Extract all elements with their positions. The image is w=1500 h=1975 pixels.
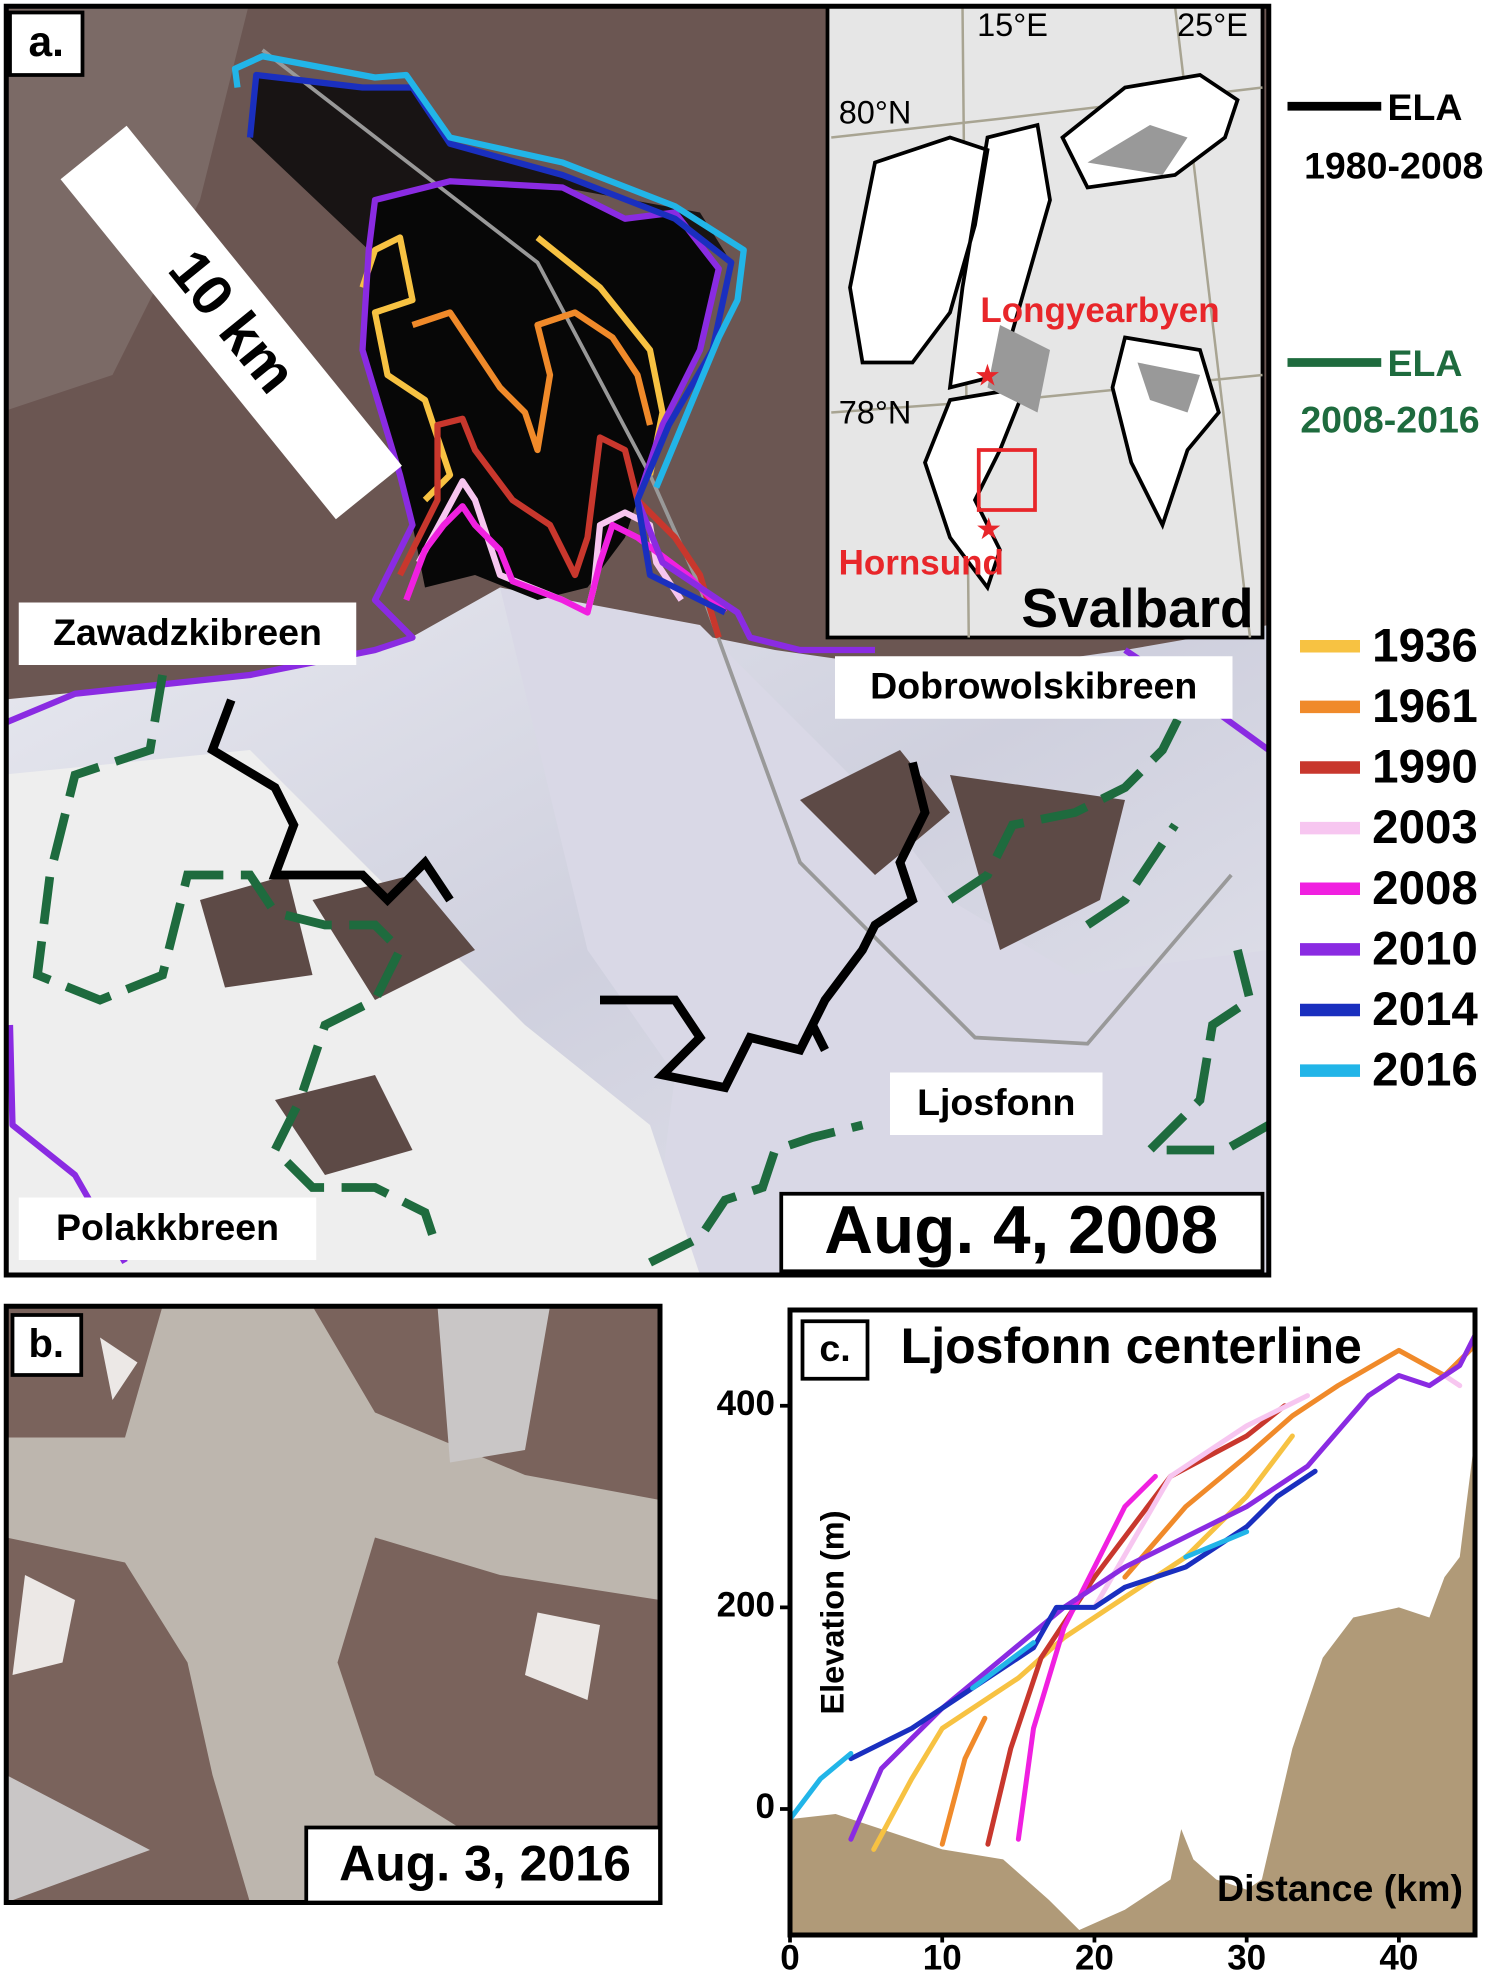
glacier-outline [246, 71, 735, 616]
ela-legend: ELA 1980-2008 ELA 2008-2016 [1287, 86, 1483, 440]
x-tick-label: 40 [1379, 1938, 1418, 1975]
panel-label-box [10, 1313, 84, 1377]
legend-label: 2010 [1372, 922, 1478, 975]
legend-label: ELA [1388, 86, 1463, 128]
centerline [261, 48, 1233, 1046]
series-line [939, 1342, 1475, 1847]
x-axis-label: Distance (km) [1217, 1867, 1463, 1909]
snow [12, 1337, 600, 1700]
place-label: Polakkbreen [56, 1206, 279, 1248]
label-box [18, 1197, 317, 1260]
series-line [848, 1468, 1318, 1762]
y-axis-label: Elevation (m) [815, 1510, 851, 1714]
legend-label: 2016 [1372, 1044, 1478, 1097]
y-tick-label: 200 [717, 1586, 775, 1625]
series-line [790, 1529, 1250, 1822]
panel-label: a. [29, 19, 64, 66]
label-box [890, 1072, 1103, 1135]
glacier-outline [403, 503, 728, 616]
legend-label: 2003 [1372, 801, 1478, 854]
plot-area [790, 1332, 1475, 1935]
x-tick-label: 30 [1227, 1938, 1266, 1975]
series-line [985, 1403, 1288, 1847]
place-label: Dobrowolskibreen [870, 665, 1197, 707]
town-label: Hornsund [839, 543, 1004, 582]
y-tick-label: 400 [717, 1384, 775, 1423]
legend-period: 1980-2008 [1304, 145, 1483, 187]
legend-label: 2014 [1372, 983, 1478, 1036]
study-area [976, 448, 1037, 512]
town-label: Longyearbyen [980, 291, 1219, 330]
label-box [835, 656, 1233, 719]
glacier-outline [411, 309, 654, 454]
ela-line [32, 661, 1269, 1267]
latitude-label: 78°N [839, 395, 912, 431]
inset-map: ★ ★ 15°E 25°E 80°N 78°N Longyearbyen Hor… [825, 6, 1265, 640]
rock-outcrop [200, 750, 1125, 1175]
town-star: ★ [974, 359, 1001, 392]
panel-frame [3, 3, 1272, 1278]
ice-cap [987, 125, 1200, 413]
legend-label: 1936 [1372, 619, 1478, 672]
legend-label: 1990 [1372, 741, 1478, 794]
place-label: Zawadzkibreen [53, 611, 322, 653]
x-tick-label: 10 [923, 1938, 962, 1975]
label-box [18, 602, 357, 665]
chart-title: Ljosfonn centerline [901, 1318, 1362, 1374]
panel-label-box [8, 10, 85, 77]
legend-period: 2008-2016 [1300, 398, 1479, 440]
longitude-label: 15°E [977, 7, 1048, 43]
town-star: ★ [975, 513, 1002, 546]
glacier [6, 1306, 550, 1903]
date-box [304, 1825, 662, 1905]
axes: 0 200 400 0 10 20 30 40 [717, 1384, 1419, 1975]
panel-label: b. [28, 1322, 64, 1366]
panel-label-box [800, 1319, 870, 1381]
year-legend: 1936 1961 1990 2003 2008 2010 2014 2016 [1300, 619, 1478, 1097]
plot-frame [787, 1307, 1478, 1938]
map-panel: 10 km Zawadzkibreen Dobrowolskibreen Ljo… [6, 6, 1269, 1275]
place-label: Ljosfonn [917, 1081, 1075, 1123]
legend-label: 1961 [1372, 680, 1478, 733]
series-line [1092, 1373, 1463, 1610]
ela-line [207, 698, 930, 1093]
longitude-label: 25°E [1177, 7, 1248, 43]
bed-area [790, 1436, 1475, 1935]
series-line [871, 1433, 1295, 1852]
date-label: Aug. 3, 2016 [339, 1836, 631, 1892]
date-label: Aug. 4, 2008 [824, 1193, 1218, 1268]
latitude-label: 80°N [839, 95, 912, 131]
scale-bar-box [60, 125, 402, 520]
glacier [6, 1306, 660, 1903]
date-box [779, 1191, 1265, 1274]
y-tick-label: 0 [756, 1787, 775, 1826]
panel-label: c. [819, 1327, 850, 1369]
inset-title: Svalbard [1021, 577, 1253, 639]
glacier-outline [397, 415, 722, 639]
x-tick-label: 20 [1075, 1938, 1114, 1975]
x-tick-label: 0 [780, 1938, 799, 1975]
legend-label: ELA [1388, 342, 1463, 384]
legend-label: 2008 [1372, 862, 1478, 915]
glacier-outline [231, 53, 747, 489]
image-panel [6, 1306, 660, 1903]
